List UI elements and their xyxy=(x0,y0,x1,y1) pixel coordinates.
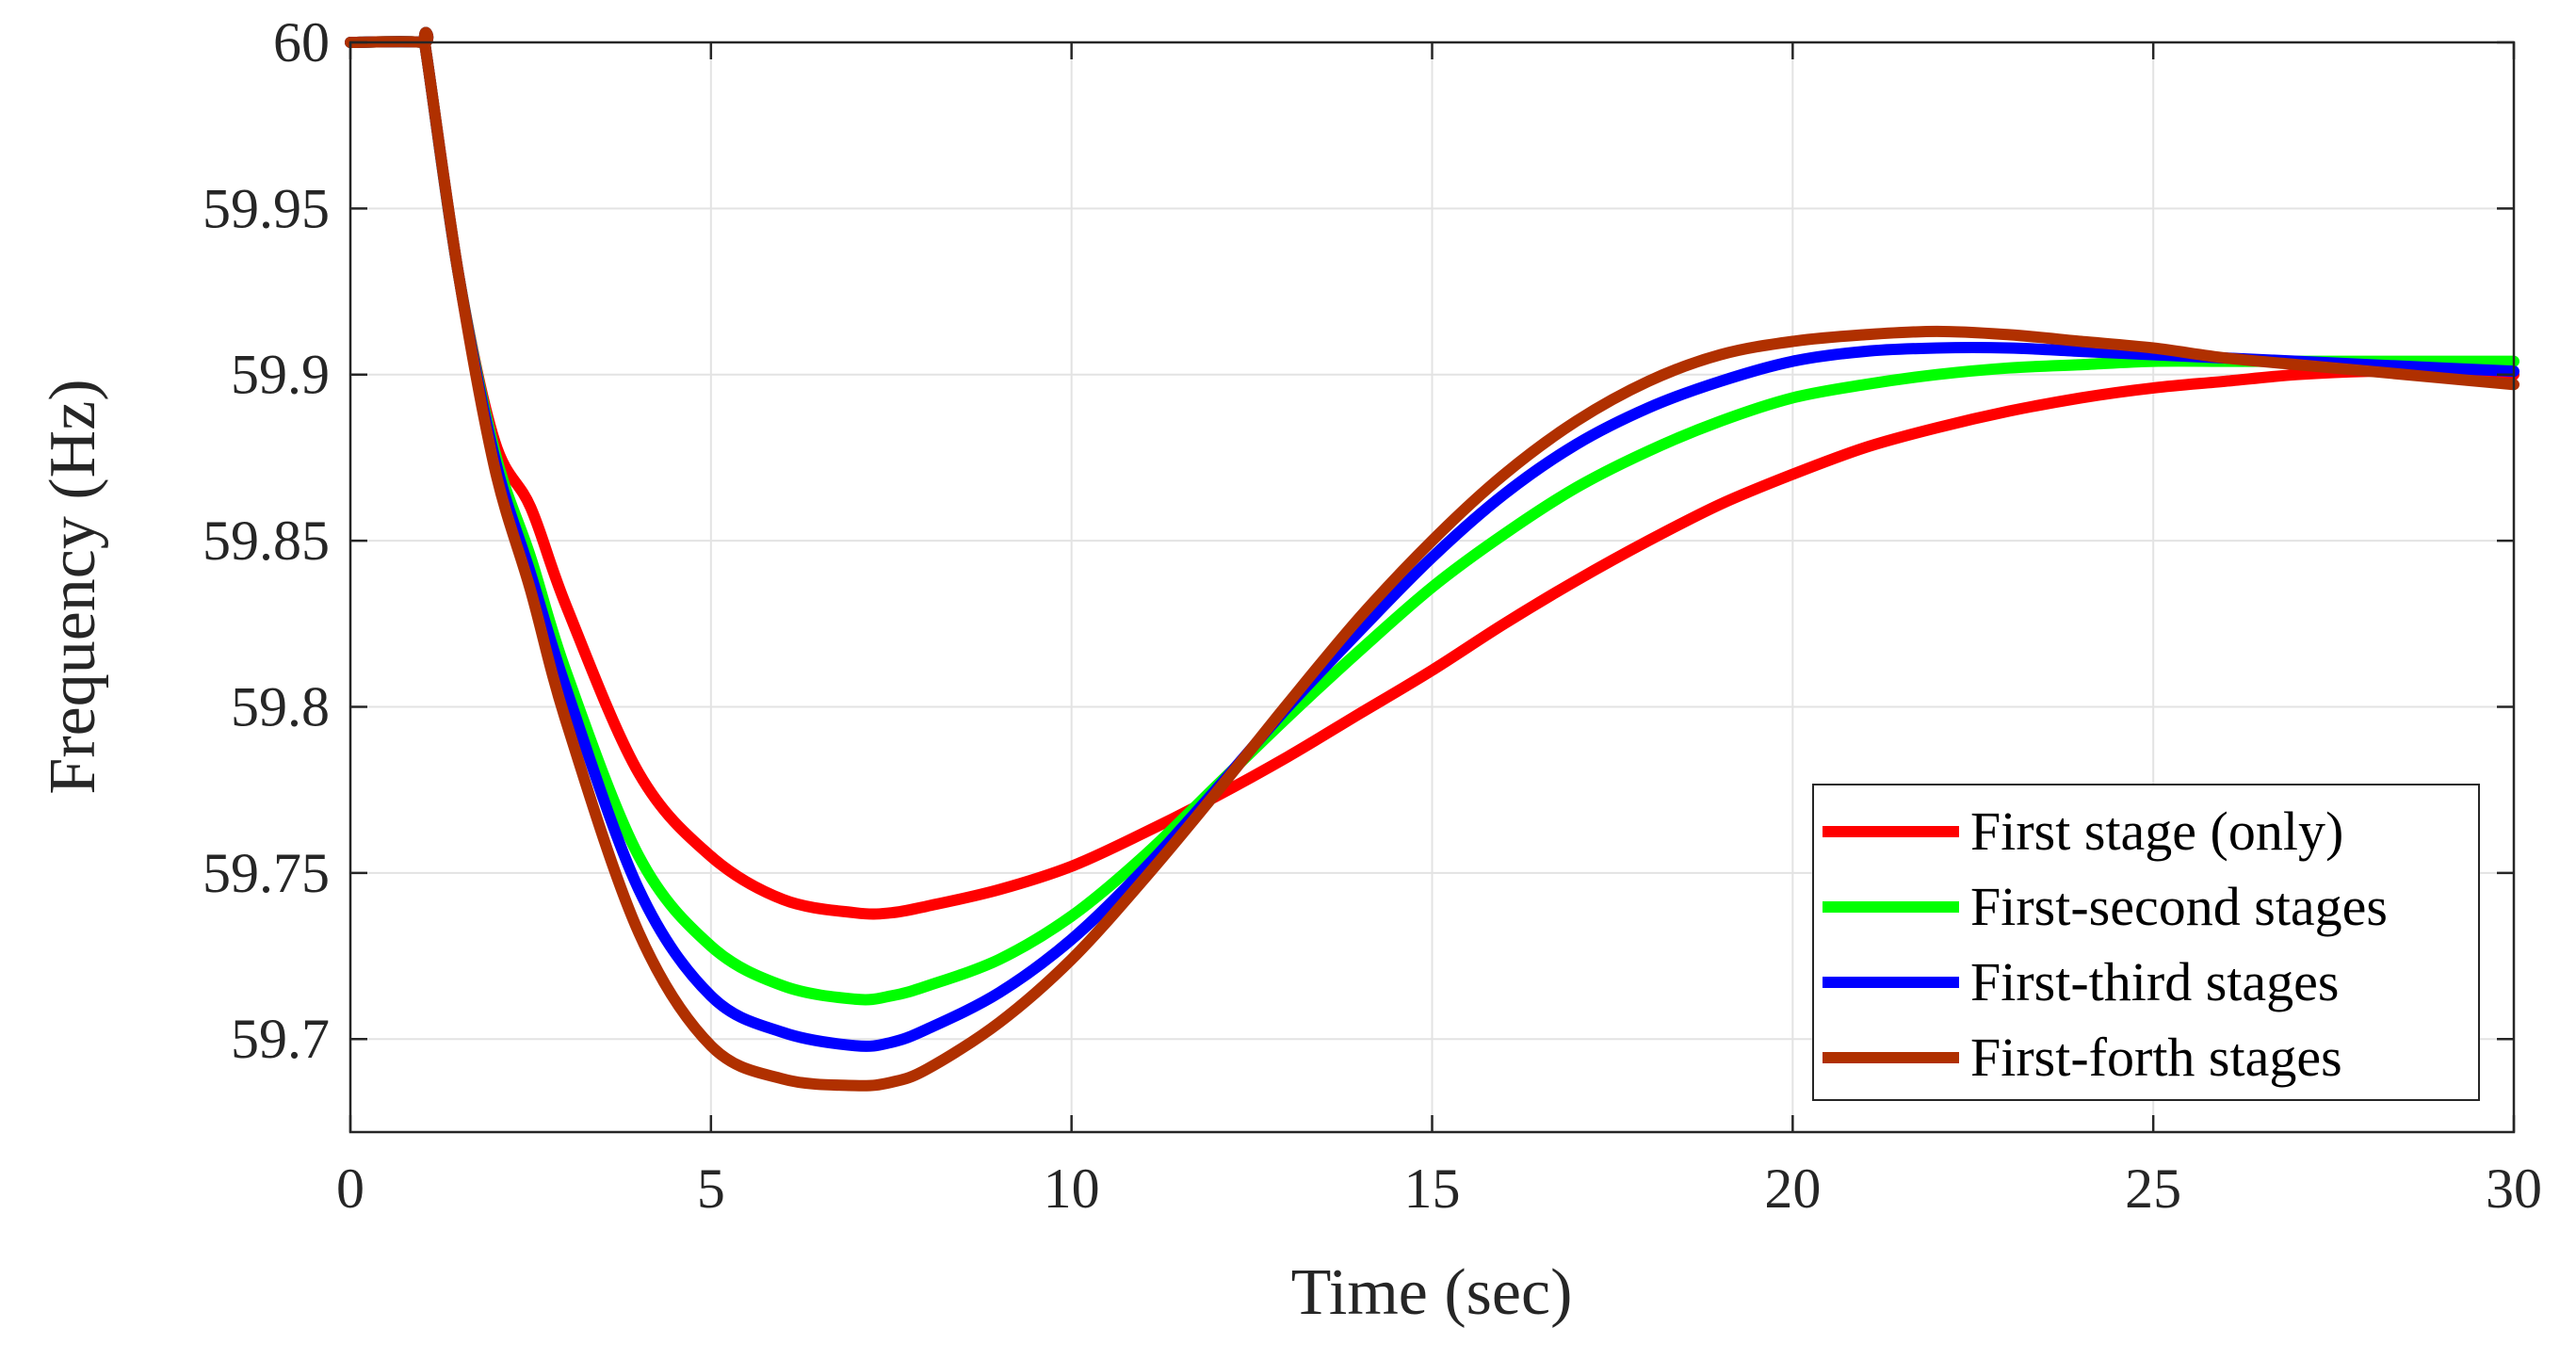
x-tick-label: 0 xyxy=(336,1158,365,1220)
ticks: 0 5 10 15 20 25 30 59.7 59.75 59.8 59.85 59.9 59.95 6… xyxy=(203,11,2542,1220)
legend-label-4: First-forth stages xyxy=(1970,1027,2342,1088)
x-tick-label: 25 xyxy=(2125,1158,2181,1220)
x-tick-label: 15 xyxy=(1404,1158,1461,1220)
y-axis-title: Frequency (Hz) xyxy=(37,379,109,794)
y-tick-label: 60 xyxy=(273,11,330,73)
legend: First stage (only) First-second stages Fir… xyxy=(1812,784,2480,1101)
x-tick-label: 10 xyxy=(1044,1158,1100,1220)
x-tick-label: 20 xyxy=(1764,1158,1821,1220)
x-axis-title: Time (sec) xyxy=(1291,1256,1573,1329)
legend-label-1: First stage (only) xyxy=(1970,801,2343,862)
legend-label-2: First-second stages xyxy=(1970,876,2388,937)
y-tick-label: 59.9 xyxy=(231,344,330,406)
y-tick-label: 59.85 xyxy=(203,510,330,572)
series-line-4 xyxy=(345,26,2519,1092)
x-tick-label: 30 xyxy=(2486,1158,2542,1220)
legend-label-3: First-third stages xyxy=(1970,951,2339,1012)
series-line-1 xyxy=(345,26,2519,920)
y-tick-label: 59.7 xyxy=(231,1008,330,1070)
x-tick-label: 5 xyxy=(697,1158,725,1220)
y-tick-label: 59.8 xyxy=(231,675,330,737)
series-layer xyxy=(345,26,2519,1092)
y-tick-label: 59.95 xyxy=(203,177,330,239)
y-tick-label: 59.75 xyxy=(203,842,330,904)
